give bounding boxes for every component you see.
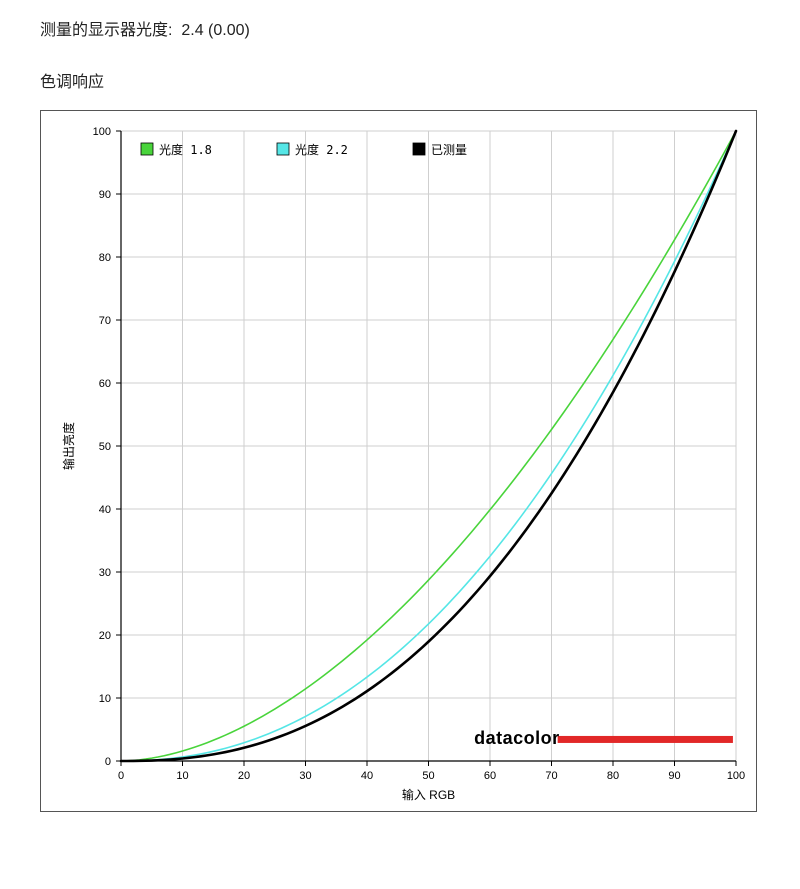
section-title: 色调响应 <box>40 68 760 92</box>
measured-gamma-label: 测量的显示器光度: <box>40 22 172 39</box>
svg-text:100: 100 <box>93 126 111 138</box>
svg-text:20: 20 <box>238 770 250 782</box>
svg-text:datacolor: datacolor <box>474 728 560 748</box>
tone-response-chart: 0 10 20 30 40 50 60 70 80 90 100 0 10 20 30 40 50 60 70 80 9… <box>40 110 757 812</box>
svg-text:50: 50 <box>422 770 434 782</box>
svg-text:0: 0 <box>118 770 124 782</box>
svg-text:20: 20 <box>99 630 111 642</box>
svg-text:70: 70 <box>99 315 111 327</box>
svg-text:40: 40 <box>361 770 373 782</box>
svg-text:光度 1.8: 光度 1.8 <box>159 142 212 157</box>
svg-text:30: 30 <box>99 567 111 579</box>
svg-text:80: 80 <box>99 252 111 264</box>
svg-text:输出亮度: 输出亮度 <box>61 422 76 470</box>
svg-text:50: 50 <box>99 441 111 453</box>
svg-text:10: 10 <box>176 770 188 782</box>
svg-text:90: 90 <box>668 770 680 782</box>
svg-text:40: 40 <box>99 504 111 516</box>
svg-text:60: 60 <box>484 770 496 782</box>
svg-text:输入 RGB: 输入 RGB <box>402 787 455 802</box>
svg-text:已测量: 已测量 <box>431 143 467 157</box>
svg-text:10: 10 <box>99 693 111 705</box>
svg-text:30: 30 <box>299 770 311 782</box>
measured-gamma-value: 2.4 (0.00) <box>181 22 249 39</box>
svg-text:0: 0 <box>105 756 111 768</box>
svg-text:60: 60 <box>99 378 111 390</box>
measured-gamma-line: 测量的显示器光度: 2.4 (0.00) <box>40 16 760 40</box>
svg-text:70: 70 <box>545 770 557 782</box>
svg-text:90: 90 <box>99 189 111 201</box>
svg-text:100: 100 <box>727 770 745 782</box>
svg-text:80: 80 <box>607 770 619 782</box>
svg-text:光度 2.2: 光度 2.2 <box>295 142 348 157</box>
